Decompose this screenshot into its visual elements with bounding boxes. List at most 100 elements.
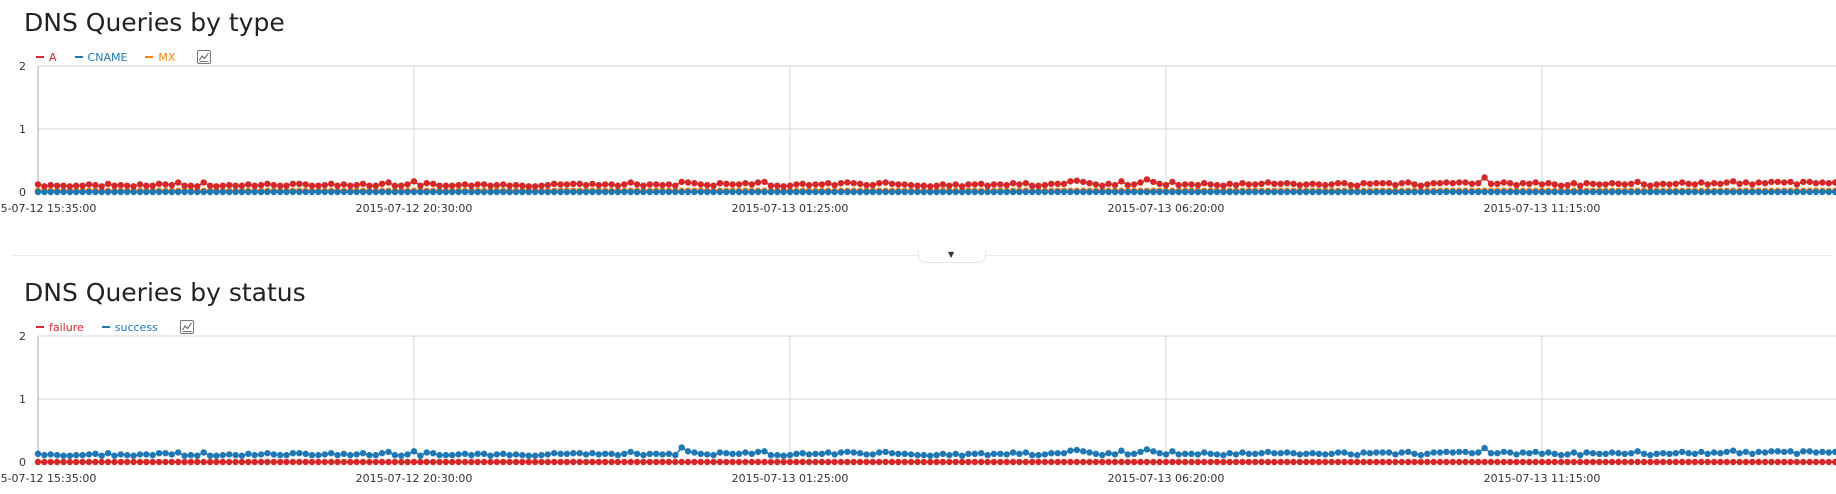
data-point (1819, 179, 1826, 186)
data-point (315, 188, 322, 196)
data-point (1608, 188, 1616, 196)
data-point (1009, 449, 1017, 456)
data-point (1060, 180, 1068, 187)
chart-legend: failure success (36, 319, 194, 335)
data-point (1481, 458, 1488, 466)
data-point (933, 458, 940, 466)
data-point (576, 450, 583, 457)
data-point (1634, 458, 1641, 466)
data-point (761, 448, 768, 455)
data-point (997, 181, 1004, 188)
data-point (519, 182, 526, 189)
data-point (1653, 181, 1660, 188)
data-point (729, 188, 736, 196)
data-point (334, 182, 341, 189)
data-point (1506, 458, 1514, 466)
data-point (1526, 450, 1533, 457)
data-point (1621, 450, 1629, 457)
data-point (735, 188, 743, 196)
data-point (557, 458, 564, 466)
data-point (436, 458, 443, 466)
x-tick-label: 2015-07-13 06:20:00 (1108, 202, 1225, 215)
data-point (213, 188, 220, 196)
data-point (1347, 188, 1355, 196)
data-point (206, 182, 214, 189)
data-point (1290, 188, 1297, 196)
data-point (73, 182, 80, 189)
data-point (1181, 458, 1189, 466)
data-point (531, 458, 539, 466)
data-point (582, 188, 590, 196)
data-point (710, 188, 717, 196)
data-point (449, 182, 456, 189)
data-point (1577, 182, 1584, 189)
data-point (1832, 188, 1836, 196)
data-point (1232, 458, 1240, 466)
data-point (1398, 180, 1406, 187)
data-point (1296, 451, 1304, 458)
data-point (876, 449, 883, 456)
data-point (1500, 448, 1508, 456)
data-point (257, 181, 265, 189)
data-point (181, 182, 188, 189)
data-point (500, 181, 507, 188)
data-point (1022, 188, 1029, 196)
chart-type-toggle-icon[interactable] (197, 50, 212, 64)
data-point (869, 188, 876, 196)
chart-type-toggle-icon[interactable] (179, 320, 194, 334)
data-point (1213, 451, 1221, 458)
data-point (1500, 458, 1508, 466)
data-point (410, 188, 418, 196)
data-point (710, 182, 717, 189)
legend-item-success[interactable]: success (101, 321, 158, 334)
data-point (933, 188, 940, 196)
data-point (544, 181, 551, 189)
data-point (1118, 458, 1125, 466)
data-point (595, 451, 602, 458)
data-point (665, 458, 673, 466)
panel-resize-handle[interactable]: ▼ (918, 250, 986, 263)
data-point (844, 448, 851, 456)
legend-item-failure[interactable]: failure (36, 321, 84, 334)
data-point (1105, 180, 1112, 187)
data-point (1602, 181, 1609, 188)
data-point (672, 188, 679, 196)
data-point (1800, 178, 1807, 186)
data-point (1309, 180, 1316, 187)
data-point (589, 450, 596, 457)
data-point (111, 182, 118, 189)
data-point (786, 182, 794, 189)
data-point (1653, 188, 1660, 196)
data-point (1443, 188, 1450, 196)
data-point (608, 450, 615, 457)
data-point (353, 188, 360, 196)
data-point (1290, 180, 1297, 187)
data-point (1252, 188, 1259, 196)
data-point (544, 451, 551, 458)
series-cname (34, 188, 1836, 196)
data-point (1092, 188, 1100, 196)
data-point (684, 188, 692, 196)
legend-item-mx[interactable]: MX (145, 51, 175, 64)
data-point (1258, 450, 1265, 457)
data-point (1710, 180, 1718, 187)
data-point (1392, 188, 1399, 196)
legend-item-cname[interactable]: CNAME (74, 51, 127, 64)
data-point (1742, 448, 1750, 456)
data-point (933, 451, 940, 459)
data-point (1832, 448, 1836, 456)
data-point (1436, 458, 1444, 466)
data-point (1781, 448, 1788, 456)
data-point (1315, 181, 1323, 188)
data-point (60, 458, 67, 466)
data-point (1443, 179, 1450, 186)
data-point (1067, 178, 1074, 185)
data-point (1666, 450, 1673, 457)
legend-item-a[interactable]: A (36, 51, 57, 64)
data-point (965, 458, 972, 466)
data-point (353, 451, 360, 458)
data-point (665, 188, 673, 196)
data-point (1557, 182, 1565, 189)
data-point (1080, 178, 1087, 186)
data-point (1717, 450, 1724, 457)
